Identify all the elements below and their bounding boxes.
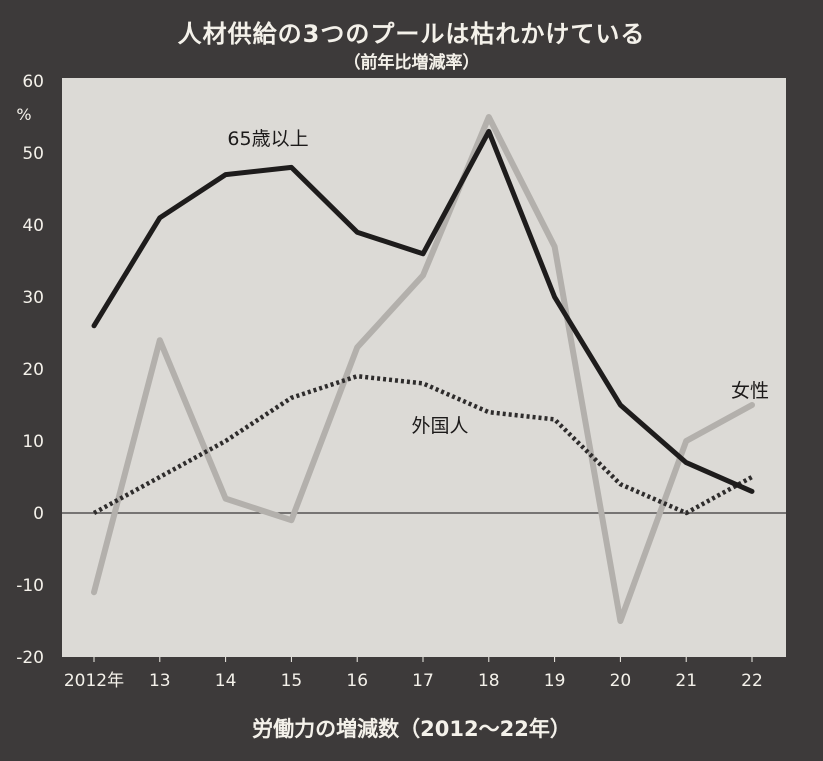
x-tick-label: 17 [412, 671, 434, 691]
x-tick-label: 15 [281, 671, 303, 691]
y-tick-label: 60 [22, 72, 44, 92]
x-tick-label: 20 [610, 671, 632, 691]
y-unit-label: % [16, 105, 31, 124]
chart-caption: 労働力の増減数（2012〜22年） [252, 717, 571, 741]
x-tick-label: 13 [149, 671, 171, 691]
y-tick-label: 40 [22, 216, 44, 236]
y-tick-label: 10 [22, 432, 44, 452]
series-line-2 [92, 373, 754, 516]
chart-title: 人材供給の3つのプールは枯れかけている [177, 20, 646, 48]
x-tick-label: 22 [741, 671, 763, 691]
y-tick-label: 0 [33, 504, 44, 524]
y-tick-label: -20 [16, 648, 44, 668]
series-label: 65歳以上 [227, 128, 308, 150]
x-axis: 2012年 13 14 15 16 17 18 19 20 21 22 [64, 657, 763, 691]
y-tick-label: 50 [22, 144, 44, 164]
y-tick-label: 30 [22, 288, 44, 308]
chart-subtitle: （前年比増減率） [343, 53, 480, 73]
x-tick-label: 2012年 [64, 671, 124, 691]
x-tick-label: 14 [215, 671, 237, 691]
y-axis: -20 -10 0 10 20 30 40 50 60% [16, 72, 786, 668]
x-tick-label: 21 [675, 671, 697, 691]
series-label: 外国人 [411, 415, 468, 437]
y-tick-label: -10 [16, 576, 44, 596]
series-label: 女性 [731, 380, 769, 402]
x-tick-label: 18 [478, 671, 500, 691]
series-layer [91, 114, 755, 624]
y-tick-label: 20 [22, 360, 44, 380]
x-tick-label: 16 [346, 671, 368, 691]
plot-area [62, 78, 786, 657]
x-tick-label: 19 [544, 671, 566, 691]
